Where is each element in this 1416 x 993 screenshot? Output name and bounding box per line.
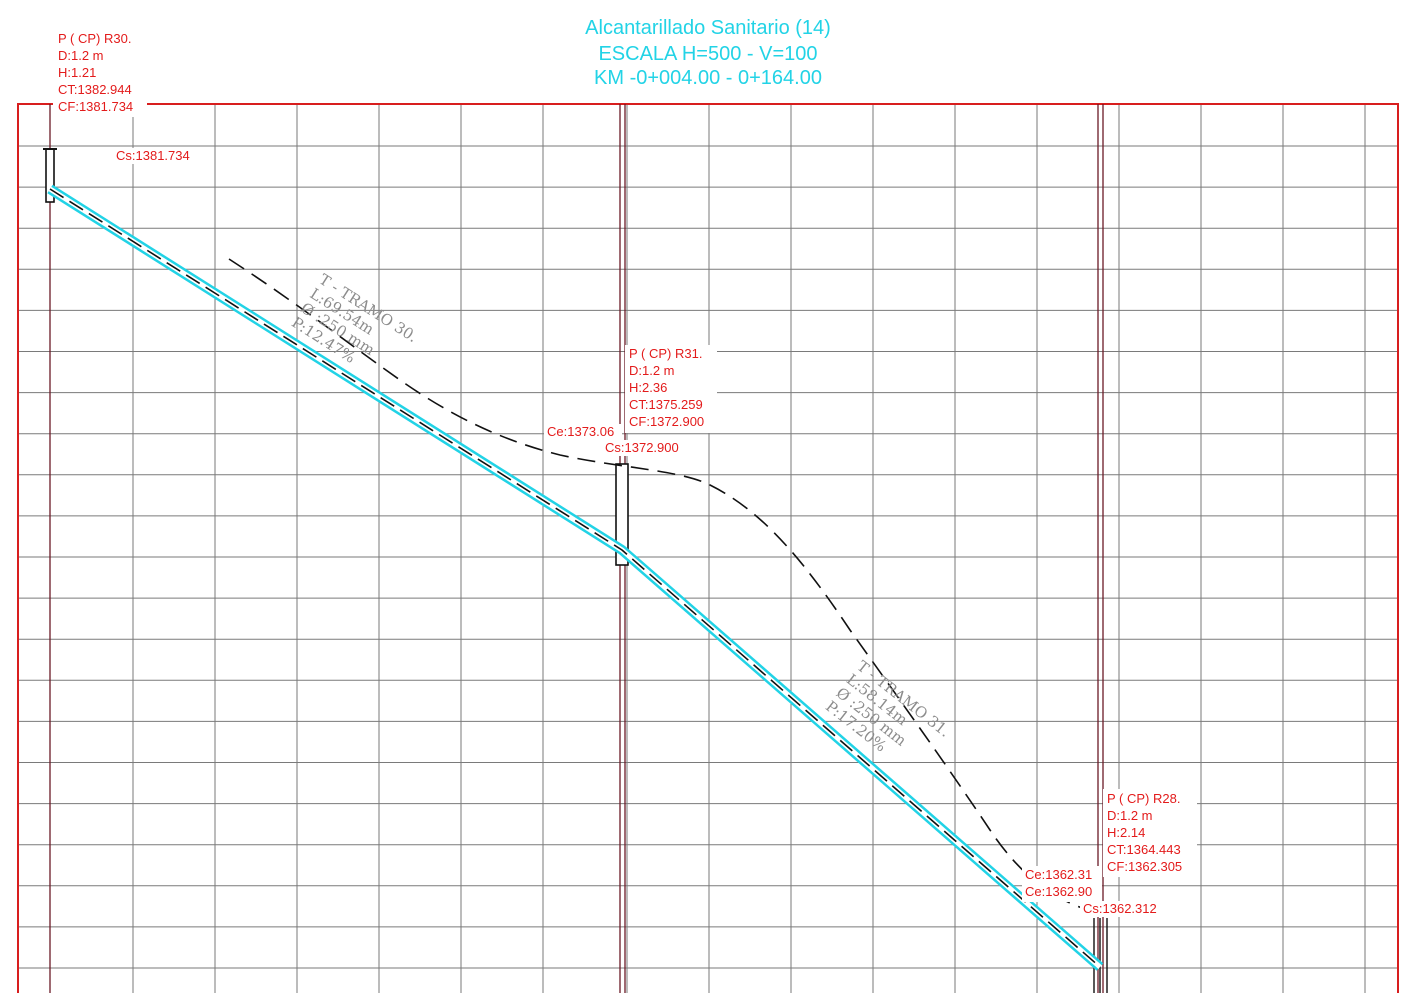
drawing-title: Alcantarillado Sanitario (14) [585, 17, 831, 39]
manhole-name: P ( CP) R31. [629, 346, 702, 361]
drawing-scale: ESCALA H=500 - V=100 [598, 43, 817, 65]
svg-text:Cs:1372.900: Cs:1372.900 [605, 440, 679, 455]
manhole-name: P ( CP) R28. [1107, 791, 1180, 806]
manhole-label-r30: P ( CP) R30. D:1.2 m H:1.21 CT:1382.944 … [53, 30, 147, 117]
manhole-cf: CF:1362.305 [1107, 859, 1182, 874]
drawing-km-range: KM -0+004.00 - 0+164.00 [594, 67, 822, 89]
terrain-profile-line [228, 258, 1096, 913]
cs-label-r28: Cs:1362.312 [1080, 901, 1170, 917]
svg-text:Ce:1373.06: Ce:1373.06 [547, 424, 614, 439]
manhole-cf: CF:1381.734 [58, 99, 133, 114]
cs-label-r30: Cs:1381.734 [113, 148, 201, 164]
sewer-pipe [47, 184, 1104, 971]
manhole-diameter: D:1.2 m [58, 48, 104, 63]
svg-text:Cs:1381.734: Cs:1381.734 [116, 148, 190, 163]
manhole-label-r28: P ( CP) R28. D:1.2 m H:2.14 CT:1364.443 … [1103, 789, 1197, 877]
manhole-height: H:2.14 [1107, 825, 1145, 840]
manhole-cf: CF:1372.900 [629, 414, 704, 429]
manhole-body-r31 [615, 463, 629, 566]
manhole-ct: CT:1382.944 [58, 82, 132, 97]
manhole-label-r31: P ( CP) R31. D:1.2 m H:2.36 CT:1375.259 … [625, 345, 717, 433]
manhole-height: H:2.36 [629, 380, 667, 395]
manhole-ct: CT:1364.443 [1107, 842, 1181, 857]
profile-frame [17, 103, 1399, 993]
manhole-name: P ( CP) R30. [58, 31, 131, 46]
manhole-height: H:1.21 [58, 65, 96, 80]
svg-text:Ce:1362.90: Ce:1362.90 [1025, 884, 1092, 899]
manhole-diameter: D:1.2 m [629, 363, 675, 378]
cs-label-r31: Cs:1372.900 [602, 440, 690, 456]
svg-text:Cs:1362.312: Cs:1362.312 [1083, 901, 1157, 916]
ce-labels-r28: Ce:1362.31 Ce:1362.90 [1022, 866, 1102, 902]
ce-label-r31: Ce:1373.06 [544, 424, 622, 440]
manhole-diameter: D:1.2 m [1107, 808, 1153, 823]
svg-text:Ce:1362.31: Ce:1362.31 [1025, 867, 1092, 882]
manhole-ct: CT:1375.259 [629, 397, 703, 412]
